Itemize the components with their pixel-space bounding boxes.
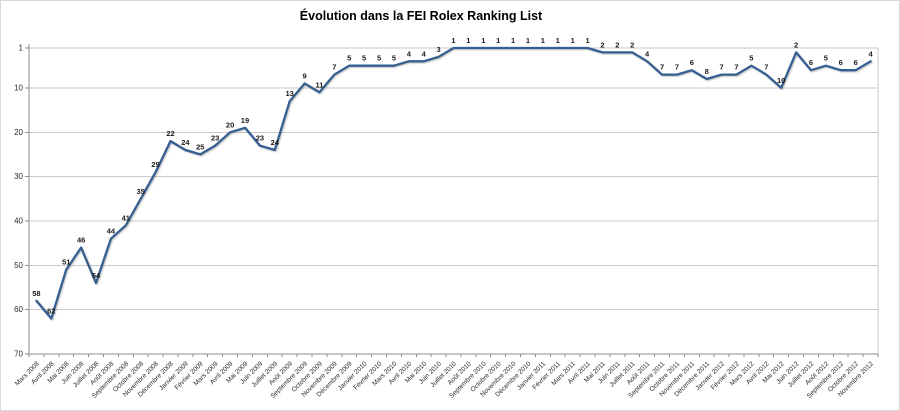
y-tick-label: 40	[14, 216, 23, 225]
data-label: 58	[32, 289, 40, 298]
data-label: 5	[824, 54, 828, 63]
data-label: 2	[615, 40, 619, 49]
data-label: 6	[839, 58, 843, 67]
data-label: 4	[645, 49, 650, 58]
y-tick-label: 1	[19, 44, 24, 53]
data-label: 44	[107, 227, 116, 236]
data-label: 1	[541, 36, 545, 45]
data-label: 1	[571, 36, 575, 45]
data-label: 2	[794, 40, 798, 49]
data-label: 6	[690, 58, 694, 67]
data-label: 6	[809, 58, 813, 67]
data-label: 46	[77, 236, 85, 245]
y-tick-label: 70	[14, 350, 23, 359]
data-label: 7	[764, 63, 768, 72]
data-label: 5	[377, 54, 381, 63]
data-label: 7	[332, 63, 336, 72]
data-label: 51	[62, 258, 70, 267]
data-label: 1	[556, 36, 560, 45]
data-label: 23	[256, 134, 264, 143]
y-tick-label: 20	[14, 128, 23, 137]
data-label: 62	[47, 307, 55, 316]
data-label: 1	[451, 36, 455, 45]
data-label: 23	[211, 134, 219, 143]
data-label: 3	[437, 45, 441, 54]
data-label: 13	[285, 89, 293, 98]
data-label: 20	[226, 120, 234, 129]
data-label: 8	[705, 67, 709, 76]
data-label: 22	[166, 129, 174, 138]
data-label: 29	[151, 160, 159, 169]
data-label: 24	[271, 138, 280, 147]
data-label: 1	[496, 36, 500, 45]
data-label: 5	[362, 54, 366, 63]
data-label: 54	[92, 271, 101, 280]
data-label: 7	[720, 63, 724, 72]
data-label: 6	[854, 58, 858, 67]
data-label: 2	[600, 40, 604, 49]
y-tick-label: 50	[14, 261, 23, 270]
data-label: 7	[660, 63, 664, 72]
data-label: 7	[734, 63, 738, 72]
data-label: 35	[137, 187, 145, 196]
y-tick-label: 10	[14, 83, 23, 92]
data-label: 5	[347, 54, 351, 63]
data-label: 10	[777, 76, 785, 85]
data-label: 1	[585, 36, 589, 45]
data-label: 1	[526, 36, 530, 45]
chart-title: Évolution dans la FEI Rolex Ranking List	[299, 9, 543, 23]
data-label: 2	[630, 40, 634, 49]
y-tick-label: 30	[14, 172, 23, 181]
y-tick-label: 60	[14, 305, 23, 314]
data-label: 41	[122, 213, 130, 222]
data-label: 24	[181, 138, 190, 147]
data-label: 1	[481, 36, 485, 45]
data-label: 25	[196, 142, 204, 151]
data-label: 4	[407, 49, 412, 58]
data-label: 5	[749, 54, 753, 63]
data-label: 1	[511, 36, 515, 45]
data-label: 19	[241, 116, 249, 125]
data-label: 4	[868, 49, 873, 58]
data-label: 11	[315, 80, 323, 89]
data-label: 9	[302, 71, 306, 80]
data-label: 1	[466, 36, 470, 45]
ranking-series-line	[35, 46, 872, 320]
data-label: 5	[392, 54, 396, 63]
data-label: 4	[422, 49, 427, 58]
data-label: 7	[675, 63, 679, 72]
